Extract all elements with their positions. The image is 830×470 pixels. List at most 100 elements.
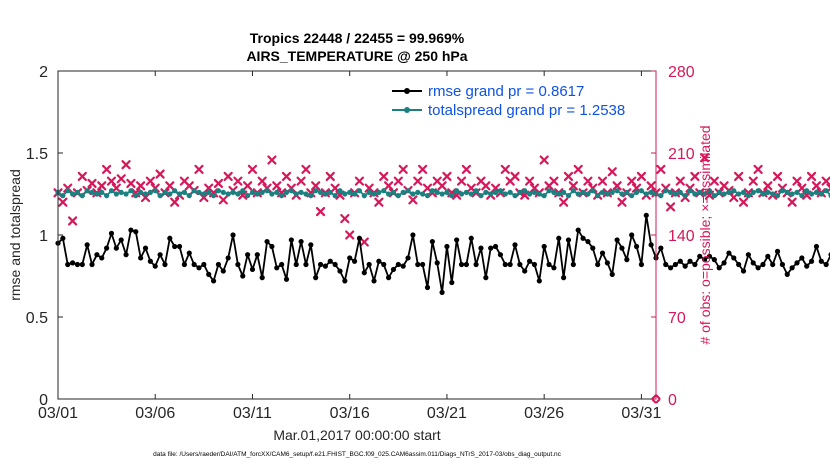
rmse-point	[288, 237, 294, 243]
rmse-point	[84, 242, 90, 248]
obs-assimilated-stroke-b	[393, 176, 403, 186]
rmse-point	[604, 260, 610, 266]
totalspread-point	[279, 193, 285, 199]
obs-assimilated-stroke-b	[748, 176, 758, 186]
obs-assimilated-point	[296, 176, 306, 186]
rmse-point	[347, 255, 353, 261]
rmse-point	[736, 261, 742, 268]
rmse-point	[361, 270, 367, 276]
rmse-point	[536, 278, 542, 284]
obs-assimilated-point	[437, 181, 447, 191]
obs-assimilated-point	[413, 176, 423, 186]
obs-assimilated-stroke-b	[213, 178, 224, 189]
obs-assimilated-point	[301, 164, 311, 174]
rmse-point	[716, 265, 722, 271]
totalspread-point	[356, 188, 363, 194]
obs-assimilated-point	[583, 176, 593, 186]
rmse-point	[702, 257, 708, 263]
x-tick-label: 03/01	[38, 405, 78, 422]
totalspread-point	[804, 188, 810, 194]
obs-assimilated-point	[121, 160, 131, 170]
totalspread-point	[104, 193, 110, 199]
rmse-point	[478, 245, 484, 251]
y-right-tick-label: 140	[668, 228, 695, 245]
obs-assimilated-point	[461, 164, 471, 174]
rmse-point	[808, 258, 815, 264]
totalspread-point	[565, 193, 572, 199]
totalspread-point	[750, 189, 756, 195]
y-right-tick-label: 210	[668, 146, 695, 163]
obs-assimilated-point	[199, 192, 209, 203]
rmse-point	[196, 265, 202, 271]
rmse-point	[230, 232, 236, 238]
totalspread-point	[60, 193, 66, 199]
obs-assimilated-stroke-b	[437, 181, 447, 191]
rmse-point	[483, 275, 489, 281]
obs-assimilated-stroke-b	[607, 167, 617, 177]
obs-assimilated-stroke-b	[58, 197, 68, 207]
totalspread-point	[823, 188, 829, 194]
obs-possible-stroke-c	[655, 398, 661, 404]
rmse-point	[133, 229, 139, 235]
totalspread-point	[580, 189, 586, 195]
obs-assimilated-stroke-b	[145, 176, 155, 186]
obs-assimilated-point	[675, 176, 685, 186]
rmse-point	[376, 258, 382, 264]
obs-assimilated-stroke-b	[422, 183, 433, 193]
totalspread-point	[322, 191, 328, 197]
rmse-point	[794, 260, 800, 266]
obs-assimilated-point	[315, 206, 326, 217]
rmse-point	[779, 261, 786, 268]
obs-assimilated-point	[646, 181, 656, 191]
obs-assimilated-stroke-b	[413, 176, 423, 186]
obs-assimilated-point	[738, 197, 749, 207]
obs-assimilated-stroke-b	[597, 176, 608, 186]
obs-assimilated-stroke-b	[675, 176, 685, 186]
totalspread-point	[327, 189, 333, 195]
rmse-point	[123, 252, 129, 258]
obs-assimilated-point	[281, 171, 292, 182]
obs-assimilated-point	[87, 178, 97, 189]
rmse-point	[667, 265, 674, 271]
totalspread-point	[745, 193, 751, 199]
obs-assimilated-stroke-b	[233, 176, 243, 186]
totalspread-point	[424, 193, 431, 199]
rmse-point	[692, 261, 698, 268]
rmse-point	[245, 252, 251, 258]
totalspread-point	[254, 191, 260, 197]
totalspread-point	[599, 189, 606, 195]
obs-assimilated-point	[223, 171, 233, 182]
rmse-point	[274, 265, 280, 271]
obs-assimilated-point	[67, 216, 78, 226]
totalspread-point	[794, 189, 800, 195]
obs-assimilated-point	[656, 164, 666, 174]
obs-assimilated-point	[792, 176, 802, 186]
totalspread-point	[181, 189, 188, 195]
rmse-point	[546, 261, 552, 268]
rmse-point	[415, 261, 421, 268]
rmse-point	[269, 243, 275, 250]
totalspread-point	[492, 189, 499, 195]
obs-assimilated-point	[559, 197, 569, 207]
totalspread-point	[556, 191, 562, 197]
rmse-point	[108, 230, 115, 236]
rmse-point	[162, 261, 168, 268]
y-left-tick-label: 0.5	[26, 310, 48, 327]
obs-assimilated-stroke-b	[510, 171, 520, 182]
obs-assimilated-stroke-b	[821, 176, 830, 186]
totalspread-point	[779, 188, 786, 194]
rmse-point	[264, 238, 270, 245]
obs-assimilated-stroke-b	[330, 183, 340, 193]
obs-assimilated-stroke-b	[126, 178, 136, 189]
totalspread-point	[215, 188, 222, 194]
rmse-point	[356, 235, 363, 241]
totalspread-point	[770, 191, 776, 197]
obs-assimilated-stroke-b	[257, 176, 267, 186]
rmse-point	[648, 242, 654, 248]
obs-assimilated-stroke-b	[116, 174, 126, 184]
obs-assimilated-point	[155, 169, 165, 179]
totalspread-point	[536, 191, 542, 197]
rmse-point	[191, 261, 197, 268]
obs-assimilated-point	[748, 176, 758, 186]
rmse-point	[317, 261, 324, 268]
